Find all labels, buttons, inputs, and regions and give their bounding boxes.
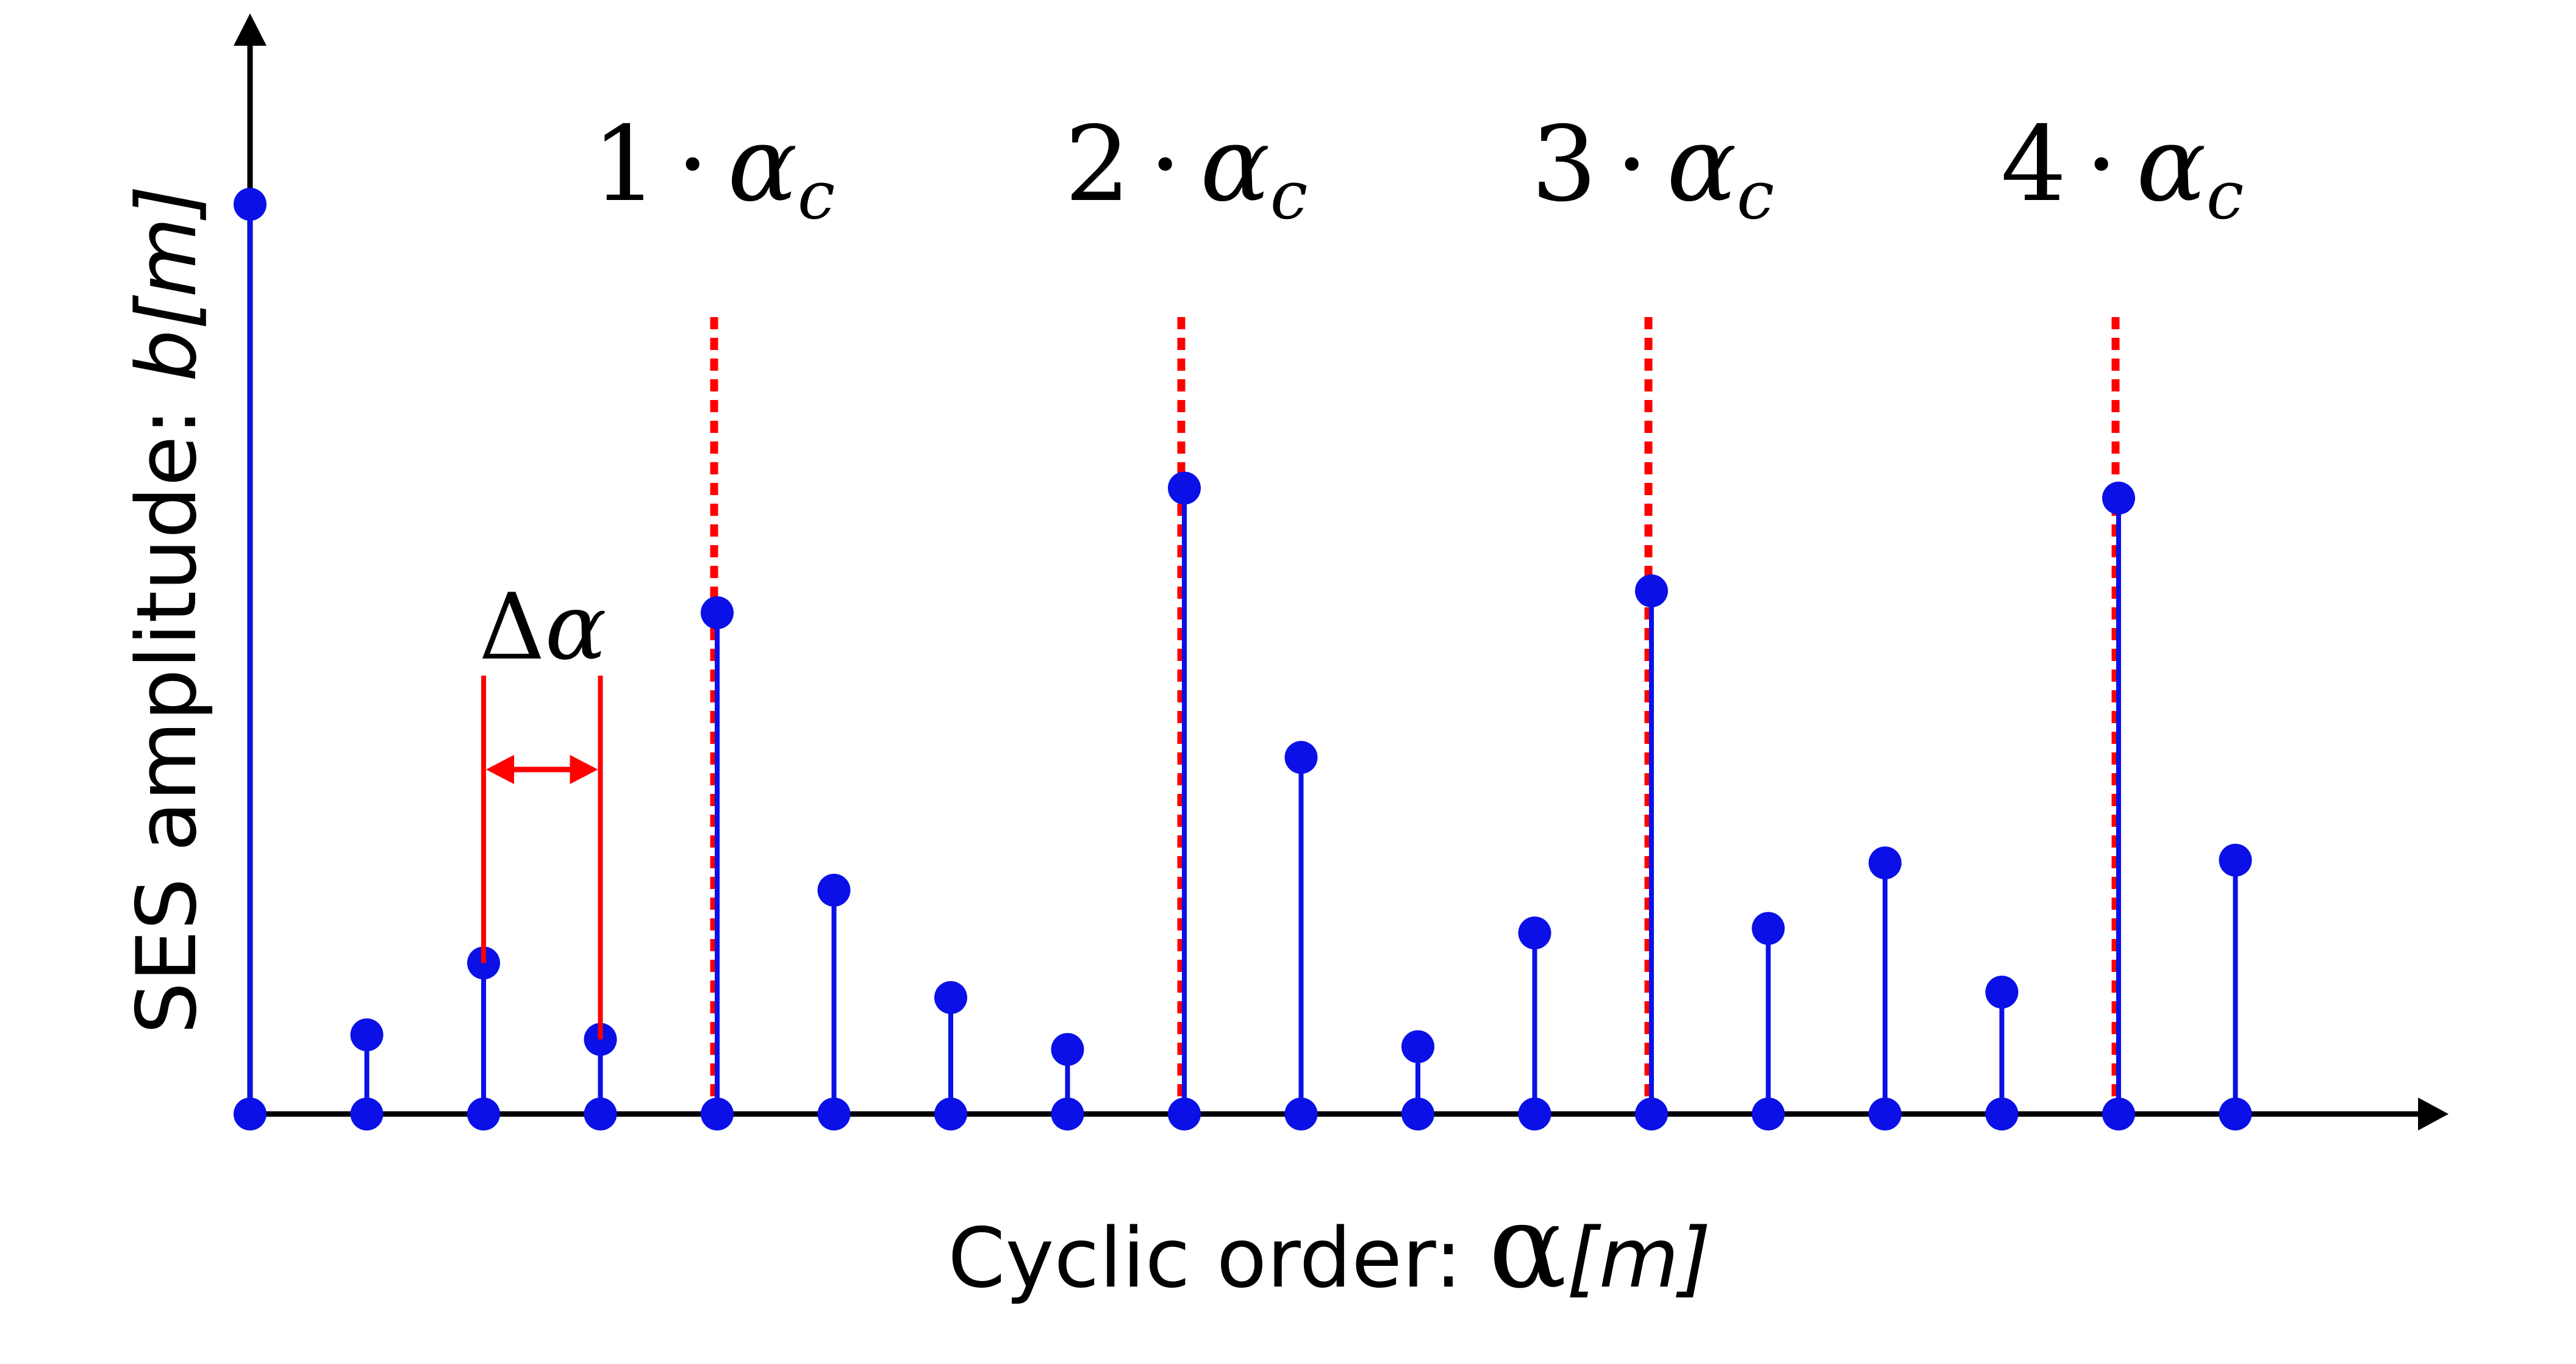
stem-tip-marker-5	[817, 873, 851, 907]
stem-base-marker-16	[2102, 1098, 2135, 1130]
spacing-label: Δα	[479, 574, 607, 680]
stem-base-marker-2	[467, 1098, 500, 1130]
stem-15	[1985, 976, 2019, 1130]
x-axis-label: Cyclic order: α[m]	[948, 1179, 1711, 1314]
stem-5	[817, 873, 851, 1130]
stem-4	[701, 596, 734, 1130]
stem-2	[467, 946, 500, 1130]
harmonic-label-2: 2 · αc	[1065, 104, 1308, 234]
stem-tip-marker-12	[1635, 574, 1668, 608]
stem-12	[1635, 574, 1668, 1130]
stem-base-marker-5	[817, 1098, 851, 1130]
stem-tip-marker-7	[1051, 1033, 1084, 1066]
stem-tip-marker-17	[2219, 843, 2252, 877]
harmonic-label-1: 1 · αc	[592, 104, 835, 234]
stem-8	[1168, 471, 1201, 1130]
stem-13	[1751, 912, 1785, 1130]
y-axis-arrowhead	[234, 13, 267, 46]
spacing-indicator	[481, 676, 603, 1040]
stem-tip-marker-0	[234, 188, 267, 221]
stem-base-marker-7	[1051, 1098, 1084, 1130]
stem-14	[1869, 846, 1902, 1130]
stem-tip-marker-4	[701, 596, 734, 629]
stem-tip-marker-1	[350, 1018, 384, 1052]
stem-tip-marker-15	[1985, 976, 2019, 1009]
stem-base-marker-10	[1401, 1098, 1434, 1130]
stem-base-marker-14	[1869, 1098, 1902, 1130]
stem-9	[1284, 741, 1318, 1130]
stems	[234, 188, 2252, 1130]
stem-7	[1051, 1033, 1084, 1130]
stem-16	[2102, 481, 2135, 1130]
stem-base-marker-4	[701, 1098, 734, 1130]
stem-10	[1401, 1030, 1434, 1130]
stem-tip-marker-14	[1869, 846, 1902, 880]
stem-base-marker-13	[1751, 1098, 1785, 1130]
spacing-arrowhead-left	[486, 755, 514, 784]
stem-base-marker-17	[2219, 1098, 2252, 1130]
spacing-arrowhead-right	[570, 755, 598, 784]
stem-tip-marker-16	[2102, 481, 2135, 515]
stem-tip-marker-10	[1401, 1030, 1434, 1063]
stem-base-marker-8	[1168, 1098, 1201, 1130]
stem-tip-marker-6	[934, 981, 967, 1015]
stem-tip-marker-11	[1518, 916, 1551, 950]
stem-base-marker-0	[234, 1098, 267, 1130]
stem-tip-marker-13	[1751, 912, 1785, 945]
stem-base-marker-15	[1985, 1098, 2019, 1130]
stem-6	[934, 981, 967, 1130]
stem-tip-marker-8	[1168, 471, 1201, 505]
harmonic-label-3: 3 · αc	[1531, 104, 1775, 234]
stem-base-marker-6	[934, 1098, 967, 1130]
stem-base-marker-1	[350, 1098, 384, 1130]
stem-base-marker-3	[584, 1098, 617, 1130]
y-axis-label: SES amplitude: b[m]	[119, 185, 215, 1035]
stem-0	[234, 188, 267, 1130]
harmonic-label-4: 4 · αc	[2001, 104, 2244, 234]
stem-tip-marker-9	[1284, 741, 1318, 774]
stem-1	[350, 1018, 384, 1130]
stem-17	[2219, 843, 2252, 1130]
stem-base-marker-12	[1635, 1098, 1668, 1130]
stem-base-marker-11	[1518, 1098, 1551, 1130]
x-axis-arrowhead	[2418, 1098, 2449, 1130]
stem-11	[1518, 916, 1551, 1130]
stem-base-marker-9	[1284, 1098, 1318, 1130]
harmonic-marker-lines	[710, 317, 2120, 1128]
